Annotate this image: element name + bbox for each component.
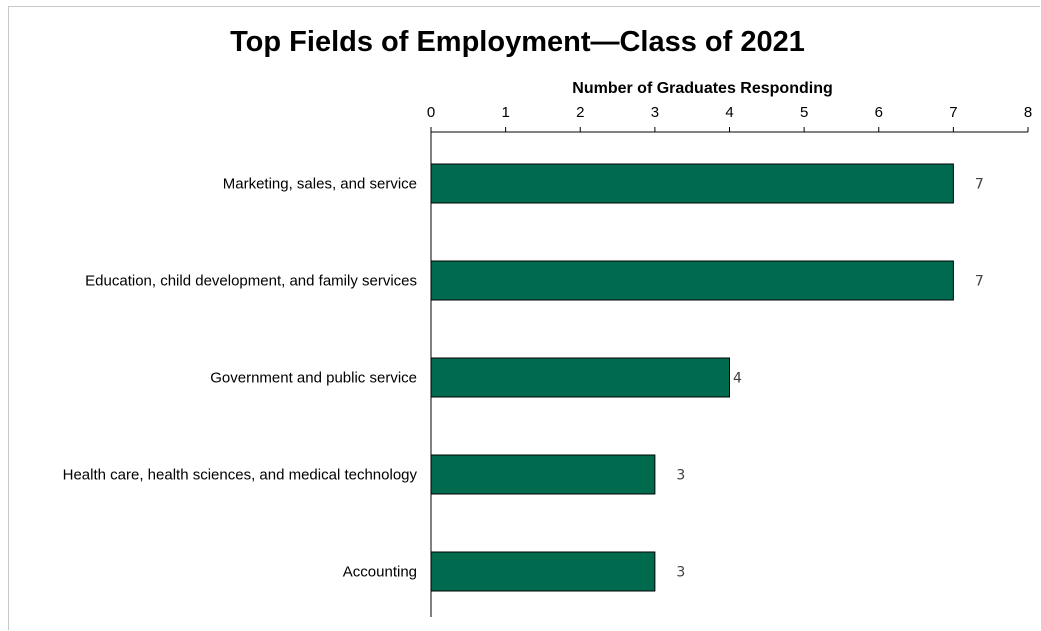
- bar: [430, 260, 954, 301]
- bar: [430, 163, 954, 204]
- bar: [430, 551, 656, 592]
- x-ticks-group: 0 1 2 3 4 5 6 7 8: [427, 104, 1032, 132]
- x-axis-title: Number of Graduates Responding: [572, 80, 832, 97]
- category-label: Education, child development, and family…: [85, 273, 417, 290]
- x-tick-label: 1: [501, 104, 509, 121]
- data-label: 7: [975, 177, 984, 193]
- x-tick-label: 2: [576, 104, 584, 121]
- category-label: Health care, health sciences, and medica…: [63, 467, 418, 484]
- x-tick-label: 4: [725, 104, 733, 121]
- category-label: Marketing, sales, and service: [223, 176, 417, 193]
- x-tick-label: 7: [949, 104, 957, 121]
- x-tick-label: 0: [427, 104, 435, 121]
- data-label: 7: [975, 274, 984, 290]
- category-labels-group: Marketing, sales, and service Education, …: [63, 176, 418, 581]
- bars-group: [430, 163, 954, 592]
- category-label: Government and public service: [210, 370, 417, 387]
- x-tick-label: 5: [800, 104, 808, 121]
- bar: [430, 357, 730, 398]
- chart-frame: [8, 6, 1040, 630]
- x-tick-label: 3: [651, 104, 659, 121]
- x-tick-label: 8: [1024, 104, 1032, 121]
- category-label: Accounting: [343, 564, 417, 581]
- data-label: 3: [676, 565, 685, 581]
- bar: [430, 454, 656, 495]
- data-labels-group: 7 7 4 3 3: [676, 177, 983, 581]
- x-tick-label: 6: [875, 104, 883, 121]
- chart-title: Top Fields of Employment—Class of 2021: [230, 26, 805, 58]
- data-label: 4: [733, 371, 742, 387]
- data-label: 3: [676, 468, 685, 484]
